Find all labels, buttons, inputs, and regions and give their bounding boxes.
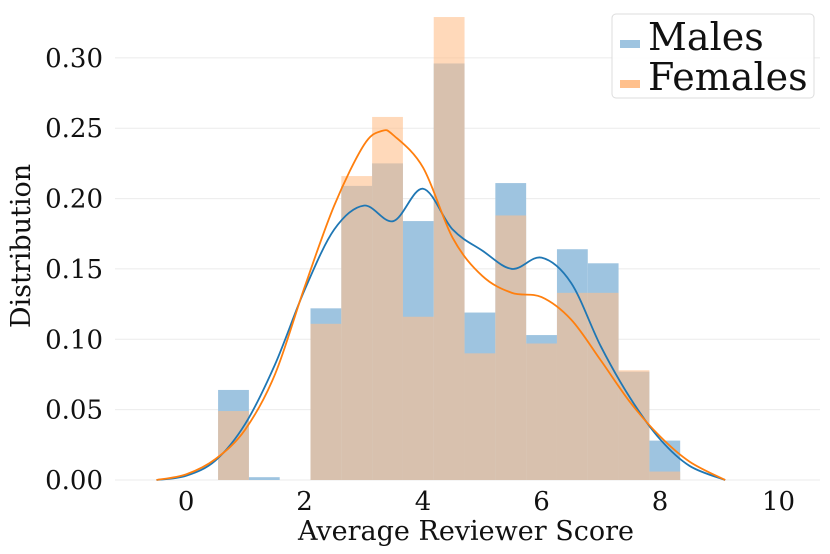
- y-tick-labels: 0.00 0.05 0.10 0.15 0.20 0.25 0.30: [45, 44, 103, 496]
- legend-frame: [611, 13, 815, 99]
- females-bar: [402, 316, 434, 480]
- females-bar: [310, 323, 342, 480]
- x-tick-label: 6: [533, 487, 550, 517]
- males-legend-swatch: [620, 40, 640, 48]
- y-tick-label: 0.05: [45, 396, 103, 426]
- females-bar: [341, 176, 373, 480]
- x-axis-title: Average Reviewer Score: [297, 516, 634, 547]
- males-kde-line: [156, 187, 726, 481]
- x-tick-labels: 0 2 4 6 8 10: [178, 487, 795, 517]
- y-tick-label: 0.00: [45, 466, 103, 496]
- females-bar: [372, 116, 403, 480]
- y-tick-label: 0.25: [45, 114, 103, 144]
- y-tick-label: 0.10: [45, 325, 103, 355]
- males-bar: [248, 477, 280, 480]
- females-bar: [464, 353, 496, 480]
- females-bar: [495, 215, 527, 480]
- males-legend-label: Males: [648, 15, 764, 59]
- x-tick-label: 4: [415, 487, 432, 517]
- y-tick-label: 0.15: [45, 255, 103, 285]
- females-legend-swatch: [620, 80, 640, 88]
- y-tick-label: 0.20: [45, 185, 103, 215]
- x-tick-label: 0: [178, 487, 195, 517]
- y-tick-label: 0.30: [45, 44, 103, 74]
- females-bar: [526, 343, 557, 480]
- females-legend-label: Females: [648, 55, 808, 99]
- females-bar: [587, 292, 619, 480]
- females-bar: [556, 292, 588, 480]
- females-bar: [649, 471, 681, 480]
- kde-curves: [156, 129, 726, 481]
- females-bars: [218, 17, 681, 481]
- females-bar: [218, 411, 249, 480]
- y-axis-title: Distribution: [6, 164, 37, 328]
- x-tick-label: 2: [296, 487, 313, 517]
- females-kde-line: [156, 129, 726, 481]
- x-tick-label: 10: [762, 487, 795, 517]
- x-tick-label: 8: [652, 487, 669, 517]
